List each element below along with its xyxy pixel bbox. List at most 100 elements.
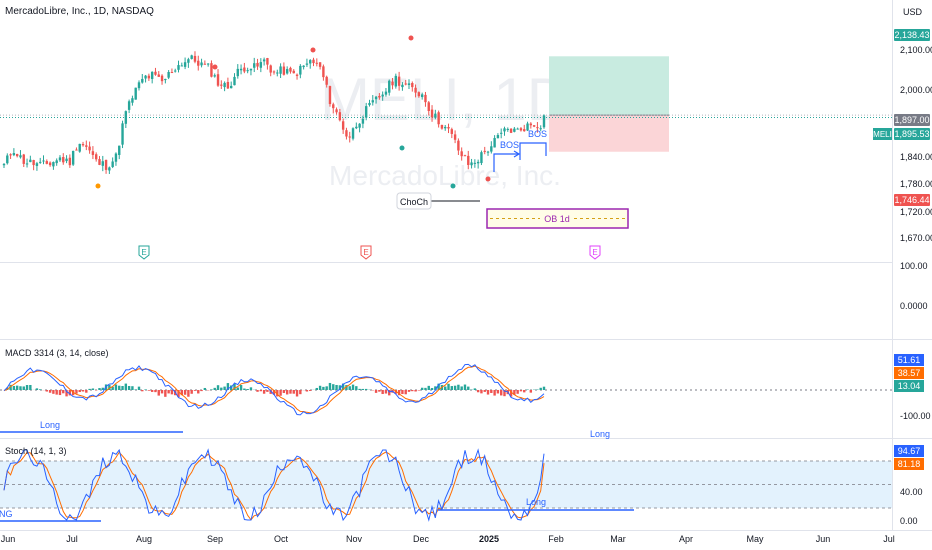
candle-body: [206, 63, 210, 65]
candle-body: [12, 153, 16, 156]
candle-body: [88, 146, 91, 151]
macd-hist-bar: [434, 386, 437, 390]
candle-body: [233, 76, 236, 86]
candle-body: [226, 81, 230, 89]
candle-body: [259, 62, 263, 68]
stoch-pane: [0, 448, 892, 522]
macd-hist-bar: [272, 390, 276, 395]
bos-line-1[interactable]: [493, 153, 518, 172]
macd-hist-bar: [81, 390, 85, 392]
candle-body: [312, 59, 315, 64]
earnings-marker[interactable]: [138, 245, 150, 260]
candle-body: [127, 101, 131, 110]
time-axis-tick: Feb: [548, 534, 564, 544]
macd-hist-bar: [348, 386, 351, 390]
price-badge-text: 1,746.44: [894, 195, 929, 205]
candle-body: [302, 65, 305, 68]
candle-body: [513, 128, 516, 132]
earnings-marker[interactable]: [360, 245, 372, 260]
macd-hist-bar: [299, 390, 302, 395]
candle-body: [180, 65, 184, 67]
order-block-label-bg: [540, 212, 574, 224]
macd-hist-bar: [457, 384, 460, 390]
macd-hist-bar: [361, 388, 365, 390]
candle-body: [9, 154, 12, 156]
candle-body: [52, 162, 55, 167]
candle-body: [351, 128, 355, 139]
macd-hist-bar: [355, 386, 358, 390]
price-badge-text: 1,897.00: [894, 115, 929, 125]
macd-hist-bar: [259, 390, 263, 392]
candle-body: [355, 126, 358, 129]
candle-body: [420, 94, 424, 98]
time-axis-tick: Jun: [816, 534, 831, 544]
candle-body: [147, 75, 151, 79]
candle-body: [381, 94, 384, 97]
macd-value-badge: [894, 380, 924, 392]
macd-hist-bar: [48, 390, 52, 393]
macd-hist-bar: [157, 390, 160, 396]
candle-body: [473, 162, 477, 164]
macd-hist-bar: [503, 390, 506, 397]
choch-callout[interactable]: [396, 192, 432, 210]
macd-hist-bar: [154, 390, 157, 393]
candle-body: [160, 75, 164, 82]
candle-body: [121, 123, 124, 145]
candle-body: [315, 62, 319, 64]
candle-body: [516, 128, 519, 130]
candle-body: [246, 70, 249, 72]
macd-hist-bar: [216, 385, 220, 390]
candle-body: [440, 124, 444, 129]
candle-body: [177, 65, 180, 70]
candle-body: [157, 74, 160, 77]
stop-loss-zone[interactable]: [549, 115, 669, 152]
candle-body: [305, 63, 309, 65]
macd-hist-bar: [144, 389, 147, 390]
candle-body: [150, 71, 154, 79]
macd-hist-bar: [338, 385, 342, 390]
macd-hist-bar: [91, 388, 95, 390]
candle-body: [216, 74, 220, 86]
candle-body: [29, 159, 32, 163]
macd-hist-bar: [131, 386, 134, 390]
stoch-axis-tick: 40.00: [900, 487, 923, 497]
candle-body: [25, 163, 29, 165]
candle-body: [397, 76, 401, 86]
candle-body: [335, 109, 338, 113]
macd-hist-bar: [374, 390, 378, 393]
candle-body: [279, 66, 282, 74]
candle-body: [299, 65, 302, 75]
candle-body: [427, 102, 430, 111]
candle-body: [15, 153, 19, 157]
macd-hist-bar: [499, 390, 503, 396]
price-badge-text: 2,138.43: [894, 30, 929, 40]
macd-axis-tick: -100.00: [900, 411, 931, 421]
candle-body: [295, 74, 299, 76]
take-profit-zone[interactable]: [549, 56, 669, 116]
candle-body: [282, 66, 286, 75]
macd-hist-bar: [483, 390, 486, 392]
candle-body: [509, 128, 513, 133]
earnings-marker[interactable]: [589, 245, 601, 260]
macd-hist-bar: [493, 390, 496, 396]
macd-hist-bar: [58, 390, 62, 396]
macd-value-badge: [894, 367, 924, 379]
candle-body: [32, 160, 35, 166]
macd-hist-bar: [358, 388, 361, 390]
macd-hist-bar: [39, 389, 42, 390]
macd-hist-bar: [243, 388, 246, 390]
macd-hist-bar: [318, 385, 322, 390]
candle-body: [447, 127, 450, 129]
candle-body: [174, 70, 177, 72]
candle-body: [460, 151, 463, 157]
macd-hist-bar: [345, 385, 348, 390]
earnings-marker-label: E: [363, 248, 368, 257]
candle-body: [200, 62, 203, 66]
time-axis-tick: Jul: [66, 534, 78, 544]
candle-body: [430, 109, 434, 118]
macd-hist-bar: [378, 390, 381, 392]
macd-hist-bar: [213, 387, 216, 390]
macd-hist-bar: [150, 390, 154, 392]
bos-line-2[interactable]: [519, 142, 547, 160]
